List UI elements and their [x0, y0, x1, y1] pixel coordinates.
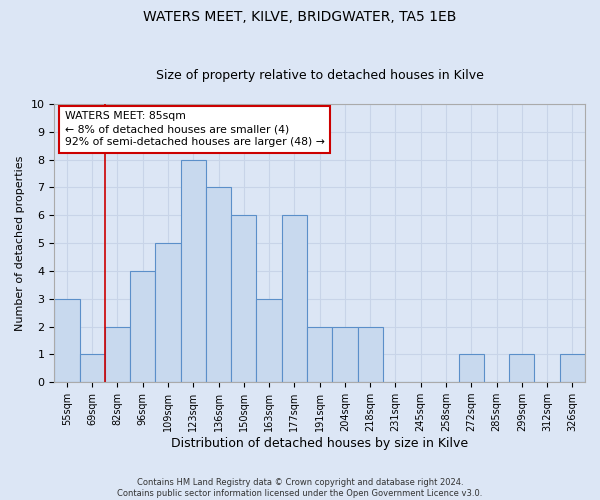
Bar: [206, 188, 231, 382]
Text: WATERS MEET: 85sqm
← 8% of detached houses are smaller (4)
92% of semi-detached : WATERS MEET: 85sqm ← 8% of detached hous…: [65, 111, 325, 148]
Y-axis label: Number of detached properties: Number of detached properties: [15, 156, 25, 331]
Bar: [458, 354, 484, 382]
Bar: [181, 160, 206, 382]
Bar: [358, 326, 383, 382]
Bar: [155, 243, 181, 382]
Text: Contains HM Land Registry data © Crown copyright and database right 2024.
Contai: Contains HM Land Registry data © Crown c…: [118, 478, 482, 498]
Bar: [560, 354, 585, 382]
Bar: [80, 354, 105, 382]
Bar: [332, 326, 358, 382]
Title: Size of property relative to detached houses in Kilve: Size of property relative to detached ho…: [156, 69, 484, 82]
Bar: [130, 271, 155, 382]
Bar: [231, 216, 256, 382]
Bar: [282, 216, 307, 382]
Text: WATERS MEET, KILVE, BRIDGWATER, TA5 1EB: WATERS MEET, KILVE, BRIDGWATER, TA5 1EB: [143, 10, 457, 24]
Bar: [105, 326, 130, 382]
X-axis label: Distribution of detached houses by size in Kilve: Distribution of detached houses by size …: [171, 437, 468, 450]
Bar: [256, 299, 282, 382]
Bar: [54, 299, 80, 382]
Bar: [509, 354, 535, 382]
Bar: [307, 326, 332, 382]
